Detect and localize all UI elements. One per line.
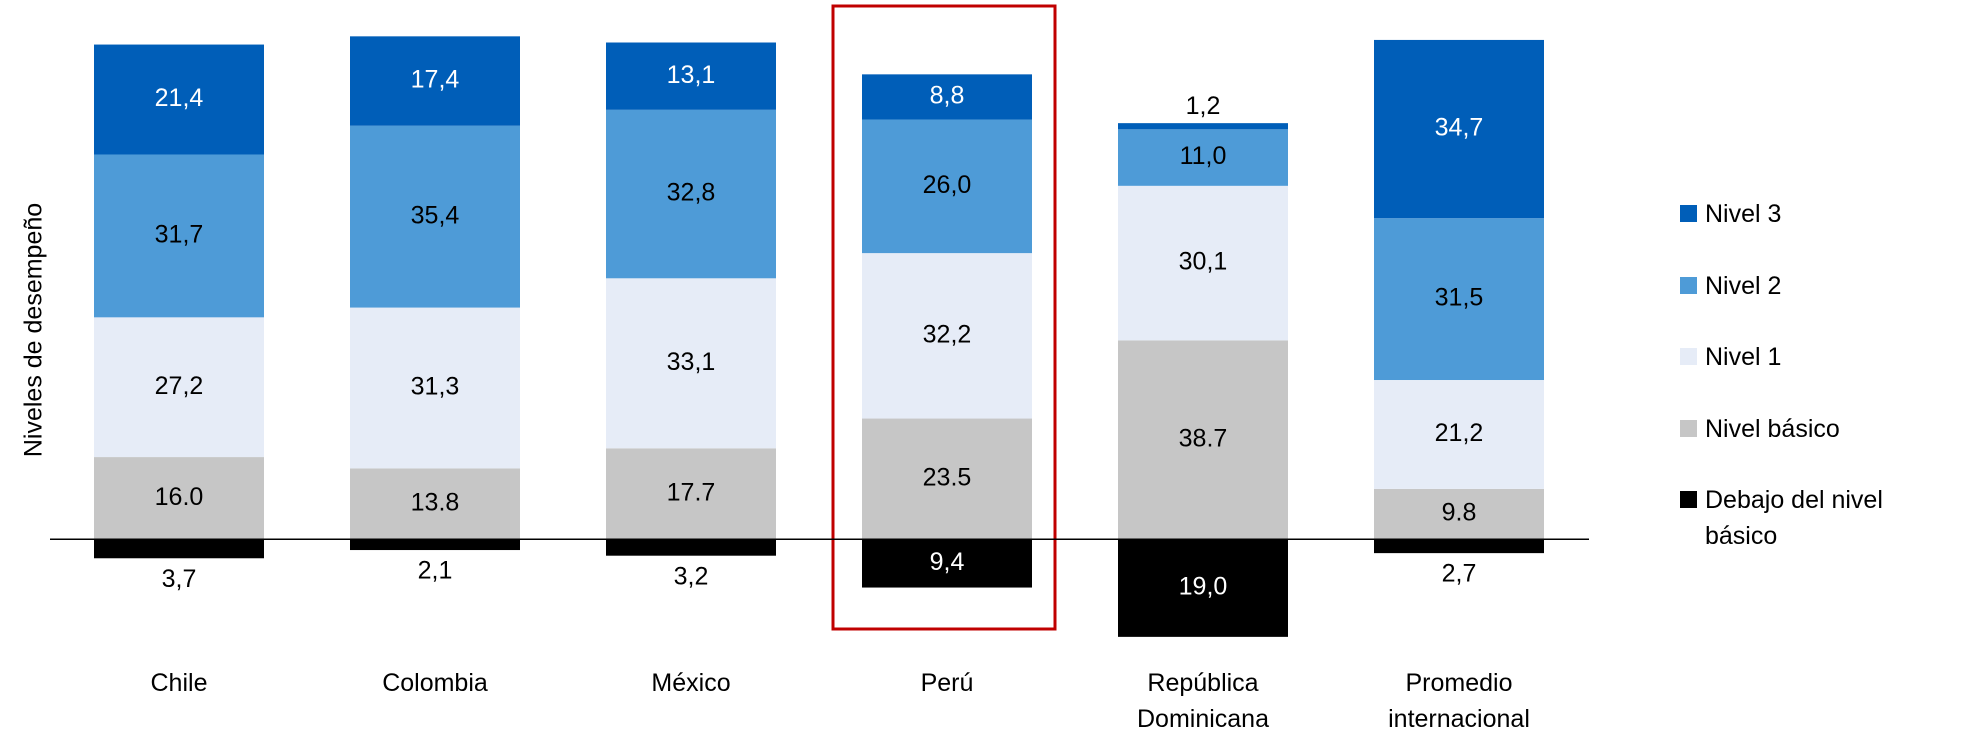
data-label: 31,5 (1435, 284, 1484, 312)
legend-label: Nivel 3 (1705, 200, 1782, 228)
data-label: 8,8 (930, 82, 965, 110)
legend-swatch (1680, 419, 1697, 437)
data-label: 16.0 (155, 483, 204, 511)
bar-segment (1374, 488, 1544, 540)
bar-segment (606, 42, 776, 110)
legend-swatch (1680, 276, 1697, 294)
x-tick-label: Colombia (382, 669, 488, 697)
data-label: 35,4 (411, 201, 460, 229)
data-label: 21,2 (1435, 419, 1484, 447)
bar-segment (606, 448, 776, 540)
bar-segment (1118, 539, 1288, 637)
data-label: 38.7 (1179, 424, 1228, 452)
bar-segment (94, 154, 264, 318)
data-label: 13,1 (667, 61, 716, 89)
bar-segment (1118, 340, 1288, 540)
bar-segment (350, 539, 520, 551)
x-tick-label: Promedio internacional (1388, 669, 1530, 733)
bar-segment (1118, 123, 1288, 130)
bar-segment (1374, 39, 1544, 219)
legend-label: Nivel 2 (1705, 271, 1782, 300)
highlight-box (831, 4, 1057, 631)
data-label: 11,0 (1180, 142, 1227, 170)
bar-segment (350, 36, 520, 126)
data-label: 32,8 (667, 179, 716, 207)
bar-segment (1374, 218, 1544, 381)
data-label: 31,3 (411, 373, 460, 401)
data-label: 30,1 (1179, 248, 1228, 276)
data-label: 3,2 (674, 562, 709, 590)
legend-label: Nivel básico (1705, 414, 1840, 443)
data-label: 2,7 (1442, 560, 1477, 588)
bar-segment (606, 539, 776, 556)
bar-segment (350, 125, 520, 308)
bar-segment (350, 307, 520, 469)
bar-segment (862, 418, 1032, 540)
bar-segment (862, 253, 1032, 419)
data-label: 3,7 (162, 565, 197, 593)
x-tick-label: República Dominicana (1136, 669, 1269, 733)
data-label: 21,4 (155, 84, 204, 112)
data-label: 19,0 (1179, 573, 1228, 601)
legend-label: Nivel 1 (1705, 343, 1782, 371)
data-label: 17.7 (667, 478, 716, 506)
legend-swatch (1680, 205, 1697, 222)
bar-segment (350, 468, 520, 540)
legend-label: Debajo del nivel básico (1705, 486, 1883, 550)
legend-swatch (1680, 348, 1697, 365)
x-tick-label: Chile (150, 669, 208, 697)
x-tick-label: Perú (920, 669, 974, 697)
bar-segment (94, 539, 264, 559)
x-tick-label: México (651, 669, 731, 697)
bar-segment (94, 457, 264, 540)
data-label: 23.5 (923, 464, 972, 492)
bar-segment (862, 539, 1032, 588)
bar-segment (1374, 380, 1544, 489)
data-label: 2,1 (418, 557, 453, 585)
bar-segment (862, 74, 1032, 120)
data-label: 33,1 (667, 348, 716, 376)
data-label: 9.8 (1442, 499, 1477, 527)
y-axis-label: Niveles de desempeño (20, 203, 48, 457)
bar-segment (862, 119, 1032, 254)
bar-segment (606, 278, 776, 449)
bar-segment (1118, 185, 1288, 341)
data-label: 9,4 (930, 548, 965, 576)
bar-segment (1374, 539, 1544, 554)
data-label: 1,2 (1186, 92, 1221, 120)
data-label: 17,4 (411, 66, 460, 94)
bar-segment (606, 109, 776, 279)
data-label: 31,7 (155, 221, 204, 249)
data-label: 34,7 (1435, 114, 1484, 142)
data-label: 13.8 (411, 488, 460, 516)
data-label: 26,0 (923, 171, 972, 199)
bar-segment (94, 317, 264, 458)
bar-segment (1118, 129, 1288, 186)
legend-swatch (1680, 491, 1697, 508)
data-label: 27,2 (155, 372, 204, 400)
data-label: 32,2 (923, 320, 972, 348)
bar-segment (94, 44, 264, 155)
